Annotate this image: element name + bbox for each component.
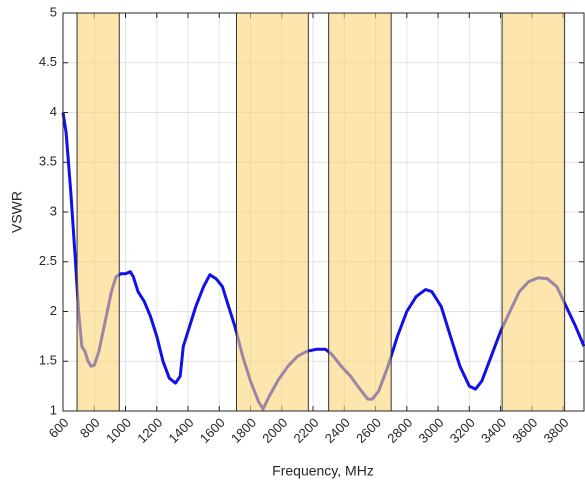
x-tick-label: 1200: [134, 415, 165, 446]
x-tick-label: 3000: [416, 415, 447, 446]
y-tick-label: 3.5: [39, 154, 57, 169]
x-tick-label: 3200: [447, 415, 478, 446]
x-tick-label: 3600: [509, 415, 540, 446]
x-tick-label: 2800: [384, 415, 415, 446]
shaded-band: [235, 12, 309, 412]
x-tick-label: 2000: [259, 415, 290, 446]
x-tick-label: 3800: [541, 415, 572, 446]
x-tick-label: 3400: [478, 415, 509, 446]
x-tick-label: 1600: [197, 415, 228, 446]
y-tick-label: 3: [50, 203, 57, 218]
y-axis-label: VSWR: [9, 191, 25, 233]
y-tick-label: 5: [50, 4, 57, 19]
shaded-band: [501, 12, 566, 412]
x-tick-label: 800: [77, 415, 103, 441]
x-tick-label: 2200: [291, 415, 322, 446]
x-tick-label: 1400: [166, 415, 197, 446]
x-tick-label: 2600: [353, 415, 384, 446]
y-tick-label: 4: [50, 104, 57, 119]
shaded-band: [328, 12, 392, 412]
y-tick-label: 1.5: [39, 353, 57, 368]
y-tick-label: 1: [50, 402, 57, 417]
plot-frame: [62, 12, 585, 412]
shaded-band: [76, 12, 120, 412]
y-tick-label: 2: [50, 303, 57, 318]
y-tick-label: 4.5: [39, 54, 57, 69]
y-tick-label: 2.5: [39, 253, 57, 268]
x-tick-label: 2400: [322, 415, 353, 446]
x-tick-label: 1800: [228, 415, 259, 446]
x-tick-label: 1000: [103, 415, 134, 446]
x-axis-label: Frequency, MHz: [272, 463, 374, 479]
x-tick-label: 600: [46, 415, 72, 441]
